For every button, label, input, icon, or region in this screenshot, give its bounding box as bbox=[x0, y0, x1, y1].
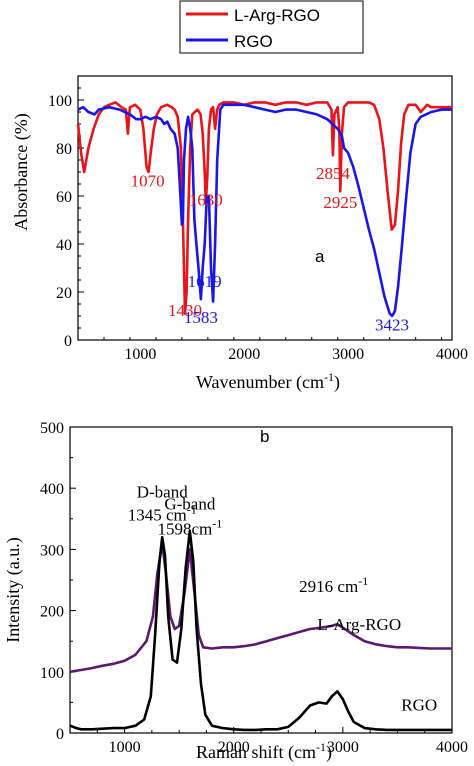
chart-b-ytick-label: 0 bbox=[56, 726, 64, 743]
chart-a-series-l-arg-rgo bbox=[76, 101, 452, 315]
chart-b-xtick-label: 4000 bbox=[436, 739, 468, 756]
chart-a-xlabel-sup: -1 bbox=[324, 370, 334, 384]
chart-b-annotation: L-Arg-RGO bbox=[317, 615, 401, 634]
chart-b-ylabel: Intensity (a.u.) bbox=[3, 537, 24, 642]
chart-a-xlabel-end: ) bbox=[334, 372, 340, 393]
chart-a-annotation: 2925 bbox=[323, 193, 357, 212]
chart-a-annotation: 1430 bbox=[168, 301, 202, 320]
chart-a-annotation: 1070 bbox=[131, 171, 165, 190]
chart-a-annotation: 1619 bbox=[188, 272, 222, 291]
chart-b-annotation: D-band bbox=[137, 482, 188, 501]
chart-b-plot-frame bbox=[69, 426, 453, 734]
chart-a-legend: L-Arg-RGO RGO bbox=[179, 0, 364, 54]
chart-a-series-rgo bbox=[77, 103, 452, 318]
chart-a-ytick-label: 20 bbox=[56, 285, 72, 302]
chart-b-ytick-label: 100 bbox=[40, 665, 64, 682]
chart-b-series-l-arg-rgo bbox=[69, 542, 452, 674]
chart-b-xtick-label: 3000 bbox=[327, 739, 359, 756]
chart-a-ytick-label: 0 bbox=[64, 333, 72, 350]
chart-a-annotation: 2854 bbox=[316, 164, 351, 183]
chart-a-series bbox=[76, 101, 452, 318]
chart-a-ylabel: Absorbance (%) bbox=[11, 113, 32, 230]
chart-a-ytick-label: 60 bbox=[56, 189, 72, 206]
chart-b-annotation: RGO bbox=[401, 695, 437, 714]
chart-b-xlabel-sup: -1 bbox=[316, 740, 326, 754]
chart-a-annotation: 1630 bbox=[189, 191, 223, 210]
chart-b-series bbox=[69, 529, 452, 732]
chart-a-ytick-label: 80 bbox=[56, 141, 72, 158]
chart-b-panel-label: b bbox=[260, 427, 269, 446]
chart-a-axes: 1000 2000 3000 4000 0 20 40 60 80 100 bbox=[48, 75, 468, 363]
chart-a-annotation: 3423 bbox=[375, 315, 409, 334]
legend-label-rgo: RGO bbox=[234, 32, 273, 51]
chart-b-ytick-label: 400 bbox=[40, 481, 64, 498]
chart-b-xtick-label: 2000 bbox=[218, 739, 250, 756]
chart-b-ytick-label: 300 bbox=[40, 542, 64, 559]
chart-b-annotation: 1598cm-1 bbox=[157, 517, 222, 539]
chart-a-panel-label: a bbox=[315, 247, 325, 266]
chart-a-xtick-label: 2000 bbox=[228, 346, 260, 363]
chart-b-xlabel-main: Raman shift (cm bbox=[196, 742, 316, 763]
chart-a-ytick-label: 40 bbox=[56, 237, 72, 254]
legend-frame bbox=[179, 0, 364, 54]
chart-a: 1000 2000 3000 4000 0 20 40 60 80 100 1070 1630 285… bbox=[11, 0, 468, 393]
legend-label-l-arg-rgo: L-Arg-RGO bbox=[234, 6, 320, 25]
chart-b-xlabel: Raman shift (cm-1) bbox=[196, 740, 332, 763]
chart-b-xtick-label: 1000 bbox=[109, 739, 141, 756]
chart-a-xtick-label: 3000 bbox=[332, 346, 364, 363]
chart-b-annotation: 1345 cm-1 bbox=[128, 503, 197, 525]
chart-b-xlabel-end: ) bbox=[326, 742, 332, 763]
chart-a-xtick-label: 4000 bbox=[436, 346, 468, 363]
chart-a-xtick-label: 1000 bbox=[124, 346, 156, 363]
chart-b-ytick-label: 200 bbox=[40, 604, 64, 621]
chart-a-annotation: 1583 bbox=[184, 308, 218, 327]
chart-a-xlabel-main: Wavenumber (cm bbox=[196, 372, 324, 393]
chart-a-ytick-label: 100 bbox=[48, 93, 72, 110]
chart-b-annotations: D-band 1345 cm-1G-band 1598cm-1 2916 cm-1 L-… bbox=[128, 482, 438, 714]
chart-b-annotation: 2916 cm-1 bbox=[299, 574, 368, 596]
chart-b-axes: 1000 2000 3000 4000 0 100 200 300 400 500 bbox=[40, 420, 468, 756]
chart-b-ytick-label: 500 bbox=[40, 420, 64, 437]
chart-b-annotation: G-band bbox=[164, 495, 215, 514]
chart-a-xlabel: Wavenumber (cm-1) bbox=[196, 370, 340, 393]
chart-b-series-rgo bbox=[69, 529, 452, 732]
